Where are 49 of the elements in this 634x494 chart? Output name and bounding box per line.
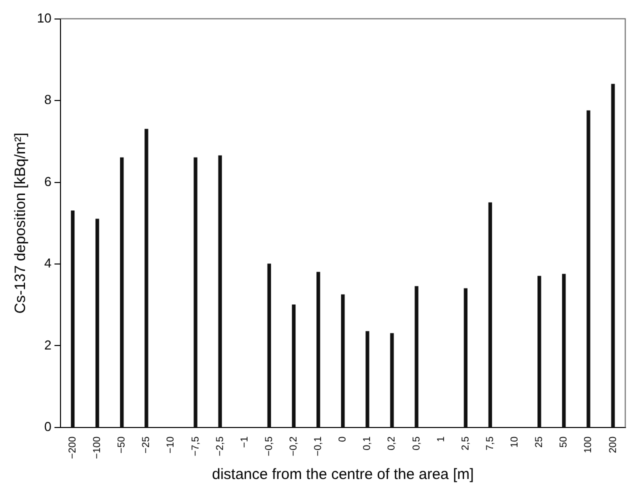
x-tick-label: 7,5 [484, 436, 496, 450]
x-tick-label: −25 [141, 436, 152, 454]
bar [390, 333, 394, 428]
bar [562, 274, 566, 428]
x-tick-label: 2,5 [460, 436, 472, 450]
bar [218, 155, 222, 428]
x-tick-label: 50 [558, 436, 570, 448]
bar [611, 84, 615, 428]
bar [292, 304, 296, 428]
bar [341, 294, 345, 428]
x-tick-label: 0,2 [386, 436, 398, 450]
x-tick-label: −100 [92, 436, 104, 460]
bar [488, 202, 492, 428]
x-tick-label: 100 [583, 436, 594, 454]
x-tick-label: 0 [338, 436, 349, 442]
bar [120, 157, 124, 428]
bar [586, 110, 590, 428]
y-tick-label: 8 [44, 92, 52, 108]
bar [414, 286, 418, 428]
bar [366, 331, 370, 428]
x-axis-title: distance from the centre of the area [m] [212, 466, 474, 484]
x-tick-label: −0,2 [288, 436, 300, 456]
bar [70, 210, 75, 428]
bar [464, 288, 468, 428]
x-tick-label: −7,5 [190, 436, 202, 456]
bar [95, 218, 100, 428]
y-tick-label: 4 [44, 256, 52, 271]
bar [538, 276, 542, 428]
y-axis-title: Cs-137 deposition [kBq/m²] [12, 132, 30, 314]
bar [194, 157, 198, 428]
x-tick-label: −50 [116, 436, 128, 454]
x-tick-label: 200 [608, 436, 619, 454]
x-tick-label: 10 [510, 436, 521, 448]
bar [316, 272, 320, 428]
x-tick-label: 0,1 [362, 436, 374, 450]
bar [267, 264, 272, 428]
x-tick-label: −0,5 [264, 436, 275, 456]
x-tick-label: 1 [436, 436, 447, 442]
x-tick-label: −2,5 [214, 436, 226, 456]
x-tick-label: 0,5 [411, 436, 422, 450]
y-tick-label: 2 [44, 337, 52, 352]
x-tick-label: 25 [534, 436, 546, 448]
x-tick-label: −10 [166, 436, 177, 454]
y-tick-label: 10 [36, 10, 52, 26]
y-tick-label: 6 [44, 174, 52, 189]
x-tick-label: −0,1 [313, 436, 324, 456]
bar [144, 128, 148, 428]
x-tick-label: −1 [239, 436, 250, 448]
x-tick-label: −200 [67, 436, 78, 460]
